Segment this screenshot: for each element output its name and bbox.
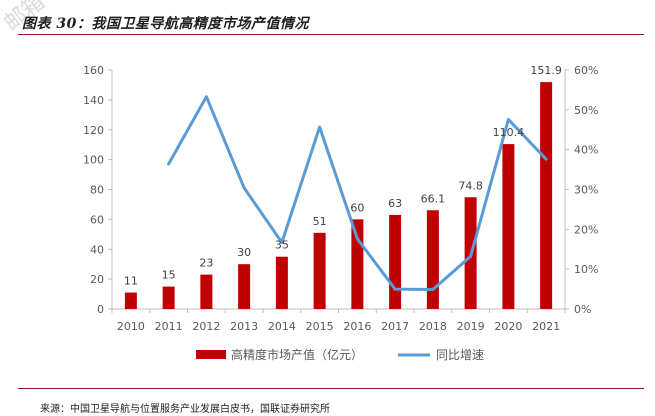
- bar: [389, 214, 402, 309]
- bar: [313, 232, 326, 309]
- y-left-tick-label: 100: [83, 154, 104, 167]
- title-bar: 图表 30：我国卫星导航高精度市场产值情况: [18, 12, 644, 35]
- data-label: 110.4: [493, 126, 525, 139]
- y-left-tick-label: 20: [90, 273, 104, 286]
- bar: [238, 264, 251, 309]
- x-tick-label: 2014: [268, 320, 296, 333]
- legend-bar-swatch: [196, 350, 226, 359]
- data-label: 151.9: [530, 64, 562, 77]
- y-right-tick-label: 30%: [574, 184, 598, 197]
- data-label: 30: [237, 246, 251, 259]
- source-divider: [18, 388, 644, 389]
- y-right-tick-label: 40%: [574, 144, 598, 157]
- y-right-tick-label: 50%: [574, 104, 598, 117]
- data-label: 51: [313, 215, 327, 228]
- x-tick-label: 2020: [494, 320, 522, 333]
- bar: [540, 82, 553, 310]
- bar: [162, 286, 175, 309]
- y-right-tick-label: 60%: [574, 64, 598, 77]
- y-right-tick-label: 20%: [574, 223, 598, 236]
- bar: [426, 210, 439, 309]
- y-left-tick-label: 160: [83, 64, 104, 77]
- source-note: 来源：中国卫星导航与位置服务产业发展白皮书，国联证券研究所: [40, 404, 330, 415]
- legend-bar-label: 高精度市场产值（亿元）: [231, 347, 363, 362]
- x-tick-label: 2013: [230, 320, 258, 333]
- y-left-tick-label: 60: [90, 213, 104, 226]
- data-label: 66.1: [421, 192, 446, 205]
- x-tick-label: 2015: [306, 320, 334, 333]
- bar: [124, 292, 137, 309]
- x-tick-label: 2011: [155, 320, 183, 333]
- bar: [351, 219, 364, 309]
- y-left-tick-label: 80: [90, 184, 104, 197]
- bar: [502, 144, 515, 309]
- bar: [275, 256, 288, 309]
- y-left-tick-label: 120: [83, 124, 104, 137]
- data-label: 74.8: [458, 179, 483, 192]
- y-left-tick-label: 40: [90, 243, 104, 256]
- x-tick-label: 2016: [343, 320, 371, 333]
- legend-line-label: 同比增速: [436, 348, 484, 362]
- x-tick-label: 2012: [192, 320, 220, 333]
- y-left-tick-label: 0: [97, 303, 104, 316]
- y-right-tick-label: 10%: [574, 263, 598, 276]
- data-label: 60: [350, 201, 364, 214]
- data-label: 15: [162, 269, 176, 282]
- data-label: 11: [124, 275, 138, 288]
- x-tick-label: 2018: [419, 320, 447, 333]
- data-label: 35: [275, 239, 289, 252]
- data-label: 23: [199, 257, 213, 270]
- data-label: 63: [388, 197, 402, 210]
- x-tick-label: 2019: [457, 320, 485, 333]
- y-right-tick-label: 0%: [574, 303, 591, 316]
- y-left-tick-label: 140: [83, 94, 104, 107]
- x-tick-label: 2017: [381, 320, 409, 333]
- x-tick-label: 2010: [117, 320, 145, 333]
- bar: [200, 274, 213, 309]
- x-tick-label: 2021: [532, 320, 560, 333]
- figure-title: 图表 30：我国卫星导航高精度市场产值情况: [22, 16, 309, 32]
